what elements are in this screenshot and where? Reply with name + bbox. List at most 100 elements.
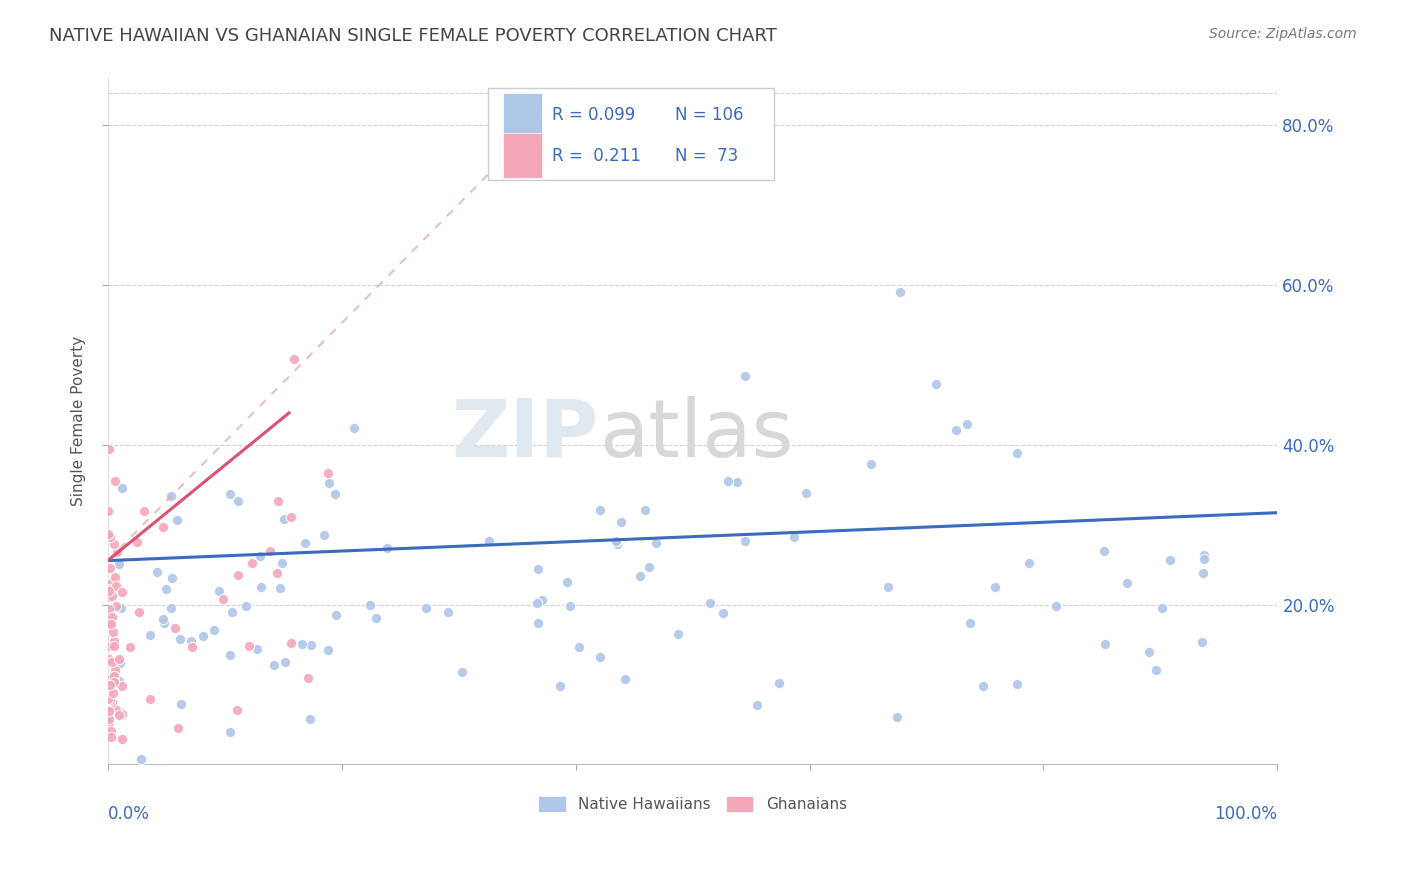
Point: [316, 466, 339, 480]
Point: [103, 639, 125, 653]
Point: [548, 679, 571, 693]
Bar: [503, 93, 541, 137]
Point: [170, 697, 193, 711]
Point: [240, 556, 263, 570]
Point: [945, 423, 967, 437]
Text: R =  0.211: R = 0.211: [553, 146, 641, 164]
Point: [98, 715, 121, 730]
Point: [160, 571, 183, 585]
Point: [283, 351, 305, 366]
Point: [628, 569, 651, 583]
Point: [555, 574, 578, 589]
Point: [1137, 645, 1160, 659]
Point: [125, 535, 148, 549]
Point: [97, 712, 120, 726]
Point: [111, 679, 134, 693]
Point: [589, 503, 612, 517]
Point: [325, 607, 347, 622]
Point: [451, 665, 474, 679]
Point: [249, 549, 271, 564]
Point: [478, 534, 501, 549]
Point: [191, 629, 214, 643]
Point: [152, 612, 174, 626]
Point: [343, 421, 366, 435]
Point: [1192, 566, 1215, 581]
Point: [118, 640, 141, 655]
Point: [250, 580, 273, 594]
Point: [97, 692, 120, 706]
Y-axis label: Single Female Poverty: Single Female Poverty: [72, 335, 86, 506]
Point: [318, 476, 340, 491]
Point: [166, 721, 188, 735]
Point: [1192, 548, 1215, 562]
Point: [101, 670, 124, 684]
Point: [110, 600, 132, 615]
Point: [111, 481, 134, 495]
Point: [105, 703, 128, 717]
Point: [97, 690, 120, 705]
Point: [298, 712, 321, 726]
Point: [560, 599, 582, 613]
Point: [644, 535, 666, 549]
Point: [160, 489, 183, 503]
Point: [1094, 543, 1116, 558]
Point: [876, 581, 898, 595]
Text: 0.0%: 0.0%: [108, 805, 149, 823]
Point: [104, 663, 127, 677]
Point: [299, 638, 322, 652]
Point: [101, 695, 124, 709]
Point: [437, 605, 460, 619]
Point: [218, 724, 240, 739]
Bar: [503, 133, 541, 178]
Point: [270, 556, 292, 570]
Point: [98, 602, 121, 616]
Point: [768, 676, 790, 690]
Point: [782, 530, 804, 544]
Point: [1045, 599, 1067, 614]
Point: [100, 561, 122, 575]
Point: [1191, 635, 1213, 649]
Point: [1192, 552, 1215, 566]
Point: [794, 486, 817, 500]
Point: [129, 751, 152, 765]
Point: [145, 565, 167, 579]
Point: [163, 621, 186, 635]
Point: [1018, 556, 1040, 570]
Point: [103, 634, 125, 648]
Point: [984, 580, 1007, 594]
Point: [860, 457, 883, 471]
Text: R = 0.099: R = 0.099: [553, 106, 636, 124]
Point: [734, 369, 756, 384]
Point: [526, 596, 548, 610]
Point: [101, 589, 124, 603]
Point: [202, 624, 225, 638]
Point: [138, 692, 160, 706]
Text: 100.0%: 100.0%: [1215, 805, 1278, 823]
Point: [180, 634, 202, 648]
Point: [105, 599, 128, 614]
Point: [97, 504, 120, 518]
Point: [699, 596, 721, 610]
Point: [105, 545, 128, 559]
Point: [98, 620, 121, 634]
Point: [107, 558, 129, 572]
Text: NATIVE HAWAIIAN VS GHANAIAN SINGLE FEMALE POVERTY CORRELATION CHART: NATIVE HAWAIIAN VS GHANAIAN SINGLE FEMAL…: [49, 27, 778, 45]
Point: [108, 652, 131, 666]
Point: [101, 609, 124, 624]
Point: [263, 658, 285, 673]
Point: [104, 474, 127, 488]
Point: [180, 640, 202, 654]
Point: [1005, 677, 1028, 691]
Point: [1094, 636, 1116, 650]
FancyBboxPatch shape: [488, 87, 775, 180]
Point: [103, 669, 125, 683]
Point: [235, 599, 257, 614]
Point: [98, 639, 121, 653]
Point: [152, 520, 174, 534]
Point: [1007, 446, 1029, 460]
Point: [128, 605, 150, 619]
Point: [711, 606, 734, 620]
Point: [886, 710, 908, 724]
Text: ZIP: ZIP: [451, 395, 599, 474]
Point: [155, 582, 177, 597]
